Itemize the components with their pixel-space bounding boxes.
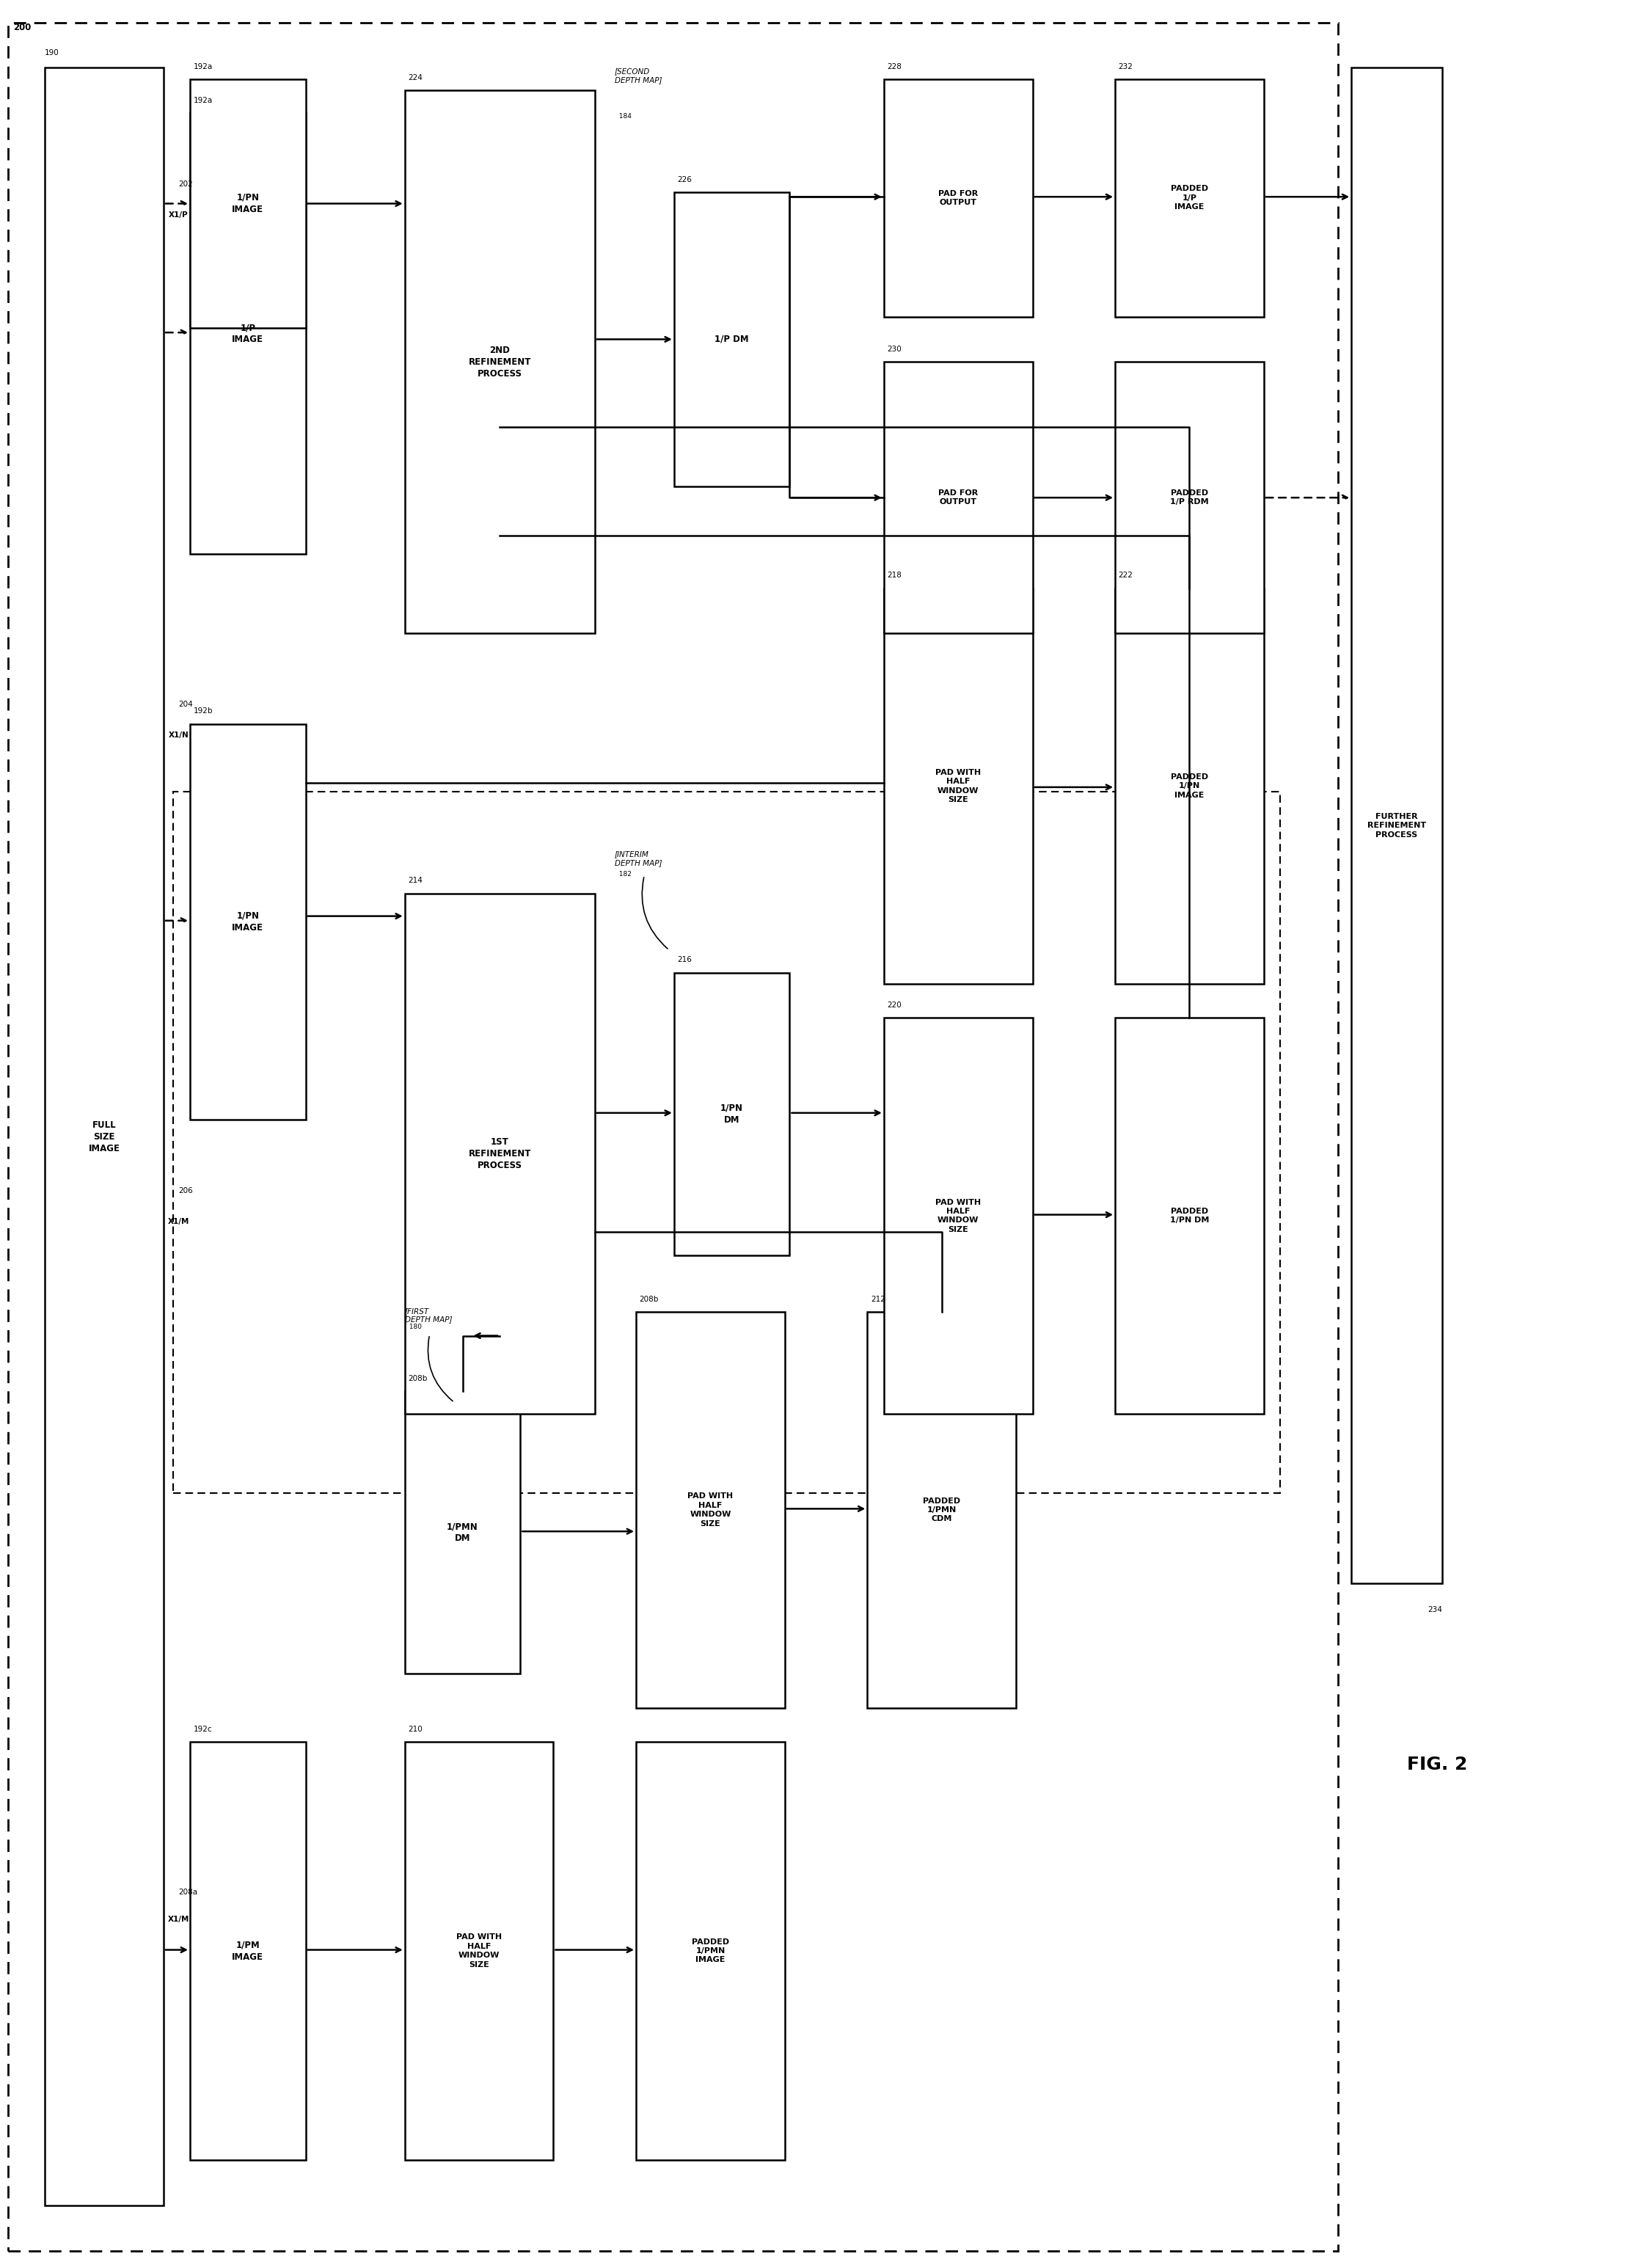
Text: 192b: 192b — [193, 708, 213, 715]
Text: 226: 226 — [677, 176, 692, 183]
Bar — [405, 1391, 520, 1674]
Bar — [1115, 79, 1264, 317]
Bar — [867, 1312, 1016, 1708]
Text: 206: 206 — [178, 1188, 193, 1194]
Text: 192a: 192a — [193, 63, 213, 70]
Text: PADDED
1/PN
IMAGE: PADDED 1/PN IMAGE — [1171, 774, 1208, 798]
Text: [INTERIM
DEPTH MAP]: [INTERIM DEPTH MAP] — [615, 851, 662, 866]
Text: 228: 228 — [887, 63, 902, 70]
Text: FULL
SIZE
IMAGE: FULL SIZE IMAGE — [88, 1120, 121, 1154]
Text: PAD WITH
HALF
WINDOW
SIZE: PAD WITH HALF WINDOW SIZE — [687, 1493, 733, 1527]
Text: 218: 218 — [887, 572, 902, 579]
Text: 208b: 208b — [408, 1375, 428, 1382]
Bar — [884, 588, 1032, 984]
Text: 190: 190 — [45, 50, 59, 57]
Bar — [884, 79, 1032, 317]
Bar — [405, 90, 595, 633]
Text: 1/P
IMAGE: 1/P IMAGE — [231, 323, 264, 344]
Text: 200: 200 — [13, 23, 31, 32]
Bar — [190, 1742, 306, 2160]
Text: 208a: 208a — [178, 1889, 198, 1896]
Text: 1/PMN
DM: 1/PMN DM — [448, 1522, 477, 1543]
Bar — [674, 973, 790, 1255]
Text: 232: 232 — [1118, 63, 1133, 70]
Text: FIG. 2: FIG. 2 — [1408, 1755, 1467, 1773]
Text: 222: 222 — [1118, 572, 1133, 579]
Text: [SECOND
DEPTH MAP]: [SECOND DEPTH MAP] — [615, 68, 662, 84]
Text: PAD WITH
HALF
WINDOW
SIZE: PAD WITH HALF WINDOW SIZE — [935, 1199, 981, 1233]
Text: 234: 234 — [1427, 1606, 1442, 1613]
Text: 230: 230 — [887, 346, 902, 353]
Text: 212: 212 — [871, 1296, 885, 1303]
Text: 192a: 192a — [193, 97, 213, 104]
Text: 180: 180 — [405, 1323, 421, 1330]
Text: 1ST
REFINEMENT
PROCESS: 1ST REFINEMENT PROCESS — [469, 1138, 530, 1169]
Text: PADDED
1/PMN
CDM: PADDED 1/PMN CDM — [923, 1497, 960, 1522]
Text: 182: 182 — [615, 871, 631, 878]
Text: 1/PN
IMAGE: 1/PN IMAGE — [231, 912, 264, 932]
Bar — [884, 362, 1032, 633]
Text: PADDED
1/PN DM: PADDED 1/PN DM — [1170, 1208, 1209, 1224]
Text: 1/PN
IMAGE: 1/PN IMAGE — [231, 192, 264, 215]
Text: 192c: 192c — [193, 1726, 211, 1733]
Bar — [45, 68, 164, 2205]
Text: 216: 216 — [677, 957, 692, 964]
Text: PAD WITH
HALF
WINDOW
SIZE: PAD WITH HALF WINDOW SIZE — [935, 769, 981, 803]
Text: 204: 204 — [178, 701, 193, 708]
Bar — [173, 792, 1280, 1493]
Text: 1/PM
IMAGE: 1/PM IMAGE — [231, 1941, 264, 1961]
Text: 202: 202 — [178, 181, 193, 188]
Text: PAD FOR
OUTPUT: PAD FOR OUTPUT — [938, 489, 978, 507]
Bar — [1115, 1018, 1264, 1414]
Text: X1/P: X1/P — [169, 210, 188, 219]
Bar — [636, 1742, 785, 2160]
Bar — [1115, 588, 1264, 984]
Bar — [190, 79, 306, 328]
Bar — [405, 1742, 553, 2160]
Text: 184: 184 — [615, 113, 631, 120]
Bar — [190, 724, 306, 1120]
Text: PADDED
1/P
IMAGE: PADDED 1/P IMAGE — [1171, 185, 1208, 210]
Text: 224: 224 — [408, 75, 423, 81]
Bar — [8, 23, 1338, 2251]
Bar — [1351, 68, 1442, 1583]
Bar — [405, 893, 595, 1414]
Text: 210: 210 — [408, 1726, 423, 1733]
Text: 214: 214 — [408, 878, 423, 884]
Text: 208b: 208b — [639, 1296, 659, 1303]
Text: PAD FOR
OUTPUT: PAD FOR OUTPUT — [938, 190, 978, 206]
Bar — [636, 1312, 785, 1708]
Text: [FIRST
DEPTH MAP]: [FIRST DEPTH MAP] — [405, 1307, 453, 1323]
Bar — [884, 1018, 1032, 1414]
Text: 1/PN
DM: 1/PN DM — [720, 1104, 743, 1124]
Bar — [1115, 362, 1264, 633]
Text: PADDED
1/P RDM: PADDED 1/P RDM — [1170, 489, 1209, 507]
Text: 2ND
REFINEMENT
PROCESS: 2ND REFINEMENT PROCESS — [469, 346, 530, 378]
Text: X1/N: X1/N — [169, 731, 188, 740]
Text: X1/M: X1/M — [167, 1217, 190, 1226]
Text: 220: 220 — [887, 1002, 902, 1009]
Text: PAD WITH
HALF
WINDOW
SIZE: PAD WITH HALF WINDOW SIZE — [456, 1934, 502, 1968]
Bar — [674, 192, 790, 486]
Text: PADDED
1/PMN
IMAGE: PADDED 1/PMN IMAGE — [692, 1939, 729, 1963]
Text: FURTHER
REFINEMENT
PROCESS: FURTHER REFINEMENT PROCESS — [1368, 812, 1426, 839]
Text: X1/M: X1/M — [167, 1916, 190, 1923]
Text: 1/P DM: 1/P DM — [715, 335, 748, 344]
Bar — [190, 113, 306, 554]
